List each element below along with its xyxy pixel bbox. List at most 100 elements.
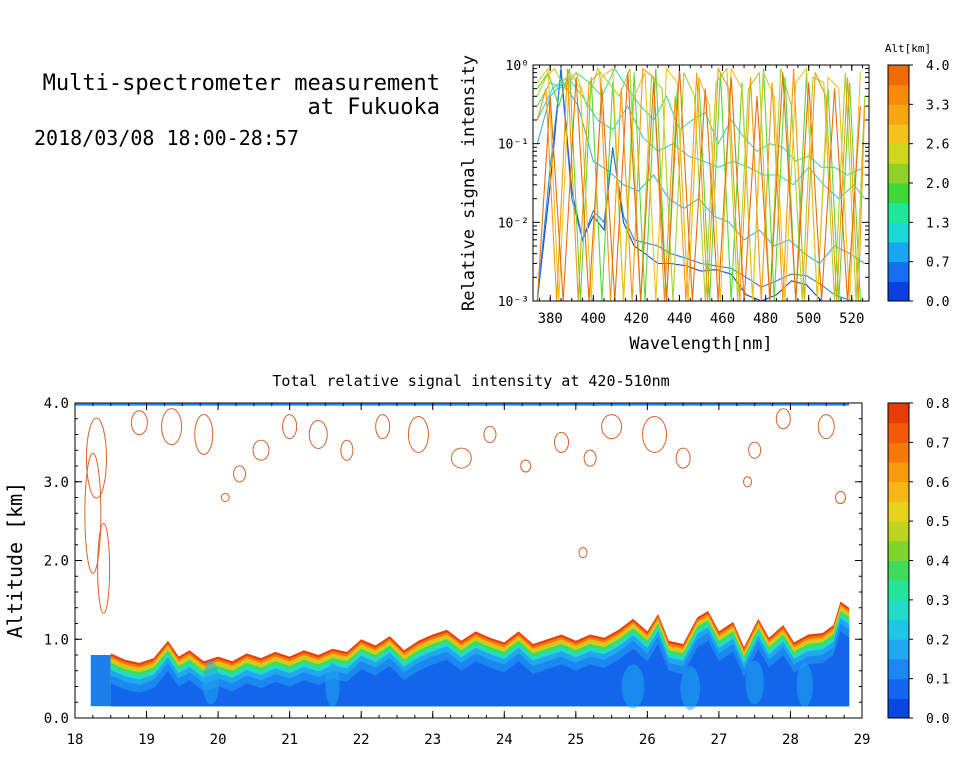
altitude-colorbar-tick-label: 4.0 (926, 59, 949, 74)
heatmap-cloud-outline (375, 414, 391, 440)
spectrum-x-tick-label: 460 (710, 311, 735, 327)
heatmap-cloud-outline (642, 416, 668, 453)
altitude-colorbar-tick-label: 2.6 (926, 138, 949, 153)
heatmap-band-8 (110, 631, 850, 707)
intensity-colorbar-swatch (888, 619, 909, 640)
altitude-colorbar-swatch (888, 104, 909, 125)
altitude-colorbar: Alt[km] 0.0 0.7 1.3 2.0 2.6 3.3 4.0 (885, 42, 950, 310)
heatmap-patch (796, 662, 813, 707)
heatmap-patch (325, 662, 340, 707)
intensity-colorbar-ticks: 0.0 0.1 0.2 0.3 0.4 0.5 0.6 0.7 0.8 (909, 397, 950, 727)
heatmap-x-ticks: 18 19 20 21 22 23 24 25 26 27 28 29 (67, 403, 871, 748)
altitude-colorbar-tick-label: 2.0 (926, 177, 949, 192)
intensity-colorbar-tick-label: 0.5 (926, 515, 949, 530)
heatmap-x-tick-label: 18 (67, 732, 84, 748)
intensity-colorbar-swatch (888, 481, 909, 502)
spectrum-series-1 (536, 72, 865, 301)
spectrum-x-tick-label: 520 (839, 311, 864, 327)
figure-title-line1: Multi-spectrometer measurement (42, 71, 440, 96)
spectrum-x-ticks: 380 400 420 440 460 480 500 520 (538, 65, 864, 327)
figure-title-line2: at Fukuoka (307, 95, 440, 120)
heatmap-cloud-outline (601, 414, 623, 440)
spectrum-y-tick-label: 10⁻² (498, 216, 529, 231)
heatmap-early-column (90, 655, 111, 707)
heatmap-cloud-outline (835, 491, 847, 504)
intensity-colorbar-tick-label: 0.7 (926, 436, 949, 451)
heatmap-y-tick-label: 1.0 (44, 632, 69, 648)
intensity-colorbar-swatch (888, 698, 909, 719)
heatmap-cloud-outline (407, 416, 429, 453)
intensity-colorbar-tick-label: 0.1 (926, 673, 949, 688)
heatmap-x-tick-label: 27 (710, 732, 727, 748)
spectrum-x-tick-label: 380 (538, 311, 563, 327)
spectrum-x-tick-label: 500 (796, 311, 821, 327)
spectrum-y-tick-label: 10⁻³ (498, 295, 529, 310)
spectrum-y-axis-label: Relative signal intensity (459, 55, 479, 311)
altitude-colorbar-swatch (888, 143, 909, 164)
altitude-colorbar-swatches (888, 65, 909, 302)
measurement-datetime: 2018/03/08 18:00-28:57 (34, 126, 299, 150)
intensity-colorbar: 0.0 0.1 0.2 0.3 0.4 0.5 0.6 0.7 0.8 (887, 397, 950, 727)
intensity-colorbar-swatch (888, 599, 909, 621)
heatmap-body (75, 403, 850, 711)
heatmap-y-tick-label: 2.0 (44, 554, 69, 570)
altitude-colorbar-swatch (888, 163, 909, 184)
altitude-colorbar-swatch (888, 261, 909, 282)
intensity-colorbar-tick-label: 0.6 (926, 476, 949, 491)
heatmap-cloud-outline (775, 408, 791, 430)
intensity-colorbar-tick-label: 0.0 (926, 712, 949, 727)
heatmap-cloud-outline (554, 431, 570, 453)
spectrum-x-tick-label: 420 (624, 311, 649, 327)
heatmap-cloud-outline (85, 417, 107, 499)
heatmap-cloud-outline (194, 414, 214, 455)
heatmap-x-tick-label: 24 (496, 732, 513, 748)
intensity-colorbar-swatches (888, 403, 909, 719)
spectrum-y-ticks: 10⁰ 10⁻¹ 10⁻² 10⁻³ (498, 59, 869, 310)
altitude-colorbar-swatch (888, 222, 909, 243)
heatmap-x-tick-label: 23 (424, 732, 441, 748)
intensity-colorbar-swatch (888, 462, 909, 483)
heatmap-cloud-outline (520, 459, 532, 473)
heatmap-cloud-outline (743, 476, 753, 488)
spectrum-series-9 (536, 68, 861, 301)
heatmap-cloud-outline (233, 465, 247, 483)
intensity-colorbar-swatch (888, 521, 909, 542)
heatmap-y-tick-label: 0.0 (44, 711, 69, 727)
spectrum-x-tick-label: 440 (667, 311, 692, 327)
heatmap-x-tick-label: 26 (639, 732, 656, 748)
altitude-colorbar-swatch (888, 183, 909, 204)
heatmap-x-tick-label: 25 (567, 732, 584, 748)
heatmap-patch (680, 666, 701, 711)
heatmap-x-tick-label: 19 (138, 732, 155, 748)
altitude-colorbar-tick-label: 3.3 (926, 98, 949, 113)
heatmap-patch (202, 660, 220, 705)
spectrum-y-tick-label: 10⁰ (506, 59, 529, 74)
heatmap-x-tick-label: 21 (281, 732, 298, 748)
altitude-colorbar-swatch (888, 202, 909, 223)
heatmap-x-tick-label: 29 (854, 732, 871, 748)
spectrum-x-axis-label: Wavelength[nm] (629, 334, 772, 354)
heatmap-patch (621, 664, 645, 709)
heatmap-cloud-outline (84, 452, 102, 574)
heatmap-y-axis-label: Altitude [km] (3, 482, 27, 639)
intensity-colorbar-swatch (888, 560, 909, 581)
heatmap-y-tick-label: 4.0 (44, 396, 69, 412)
spectrum-lines (536, 66, 866, 301)
heatmap-cloud-outline (583, 449, 597, 467)
intensity-colorbar-swatch (888, 580, 909, 601)
heatmap-cloud-outline (97, 522, 111, 614)
intensity-colorbar-tick-label: 0.4 (926, 555, 950, 570)
heatmap-cloud-outline (817, 414, 835, 440)
heatmap-x-tick-label: 20 (210, 732, 227, 748)
spectrum-y-tick-label: 10⁻¹ (498, 138, 529, 153)
heatmap-cloud-outline (483, 426, 497, 443)
intensity-colorbar-tick-label: 0.3 (926, 594, 949, 609)
intensity-colorbar-swatch (888, 403, 909, 424)
spectrum-series-7 (536, 66, 861, 301)
heatmap-cloud-outline (450, 447, 472, 469)
heatmap-cloud-outline (308, 420, 328, 449)
intensity-colorbar-swatch (888, 658, 909, 680)
heatmap-cloud-outline (340, 439, 354, 461)
altitude-colorbar-ticks: 0.0 0.7 1.3 2.0 2.6 3.3 4.0 (909, 59, 949, 310)
